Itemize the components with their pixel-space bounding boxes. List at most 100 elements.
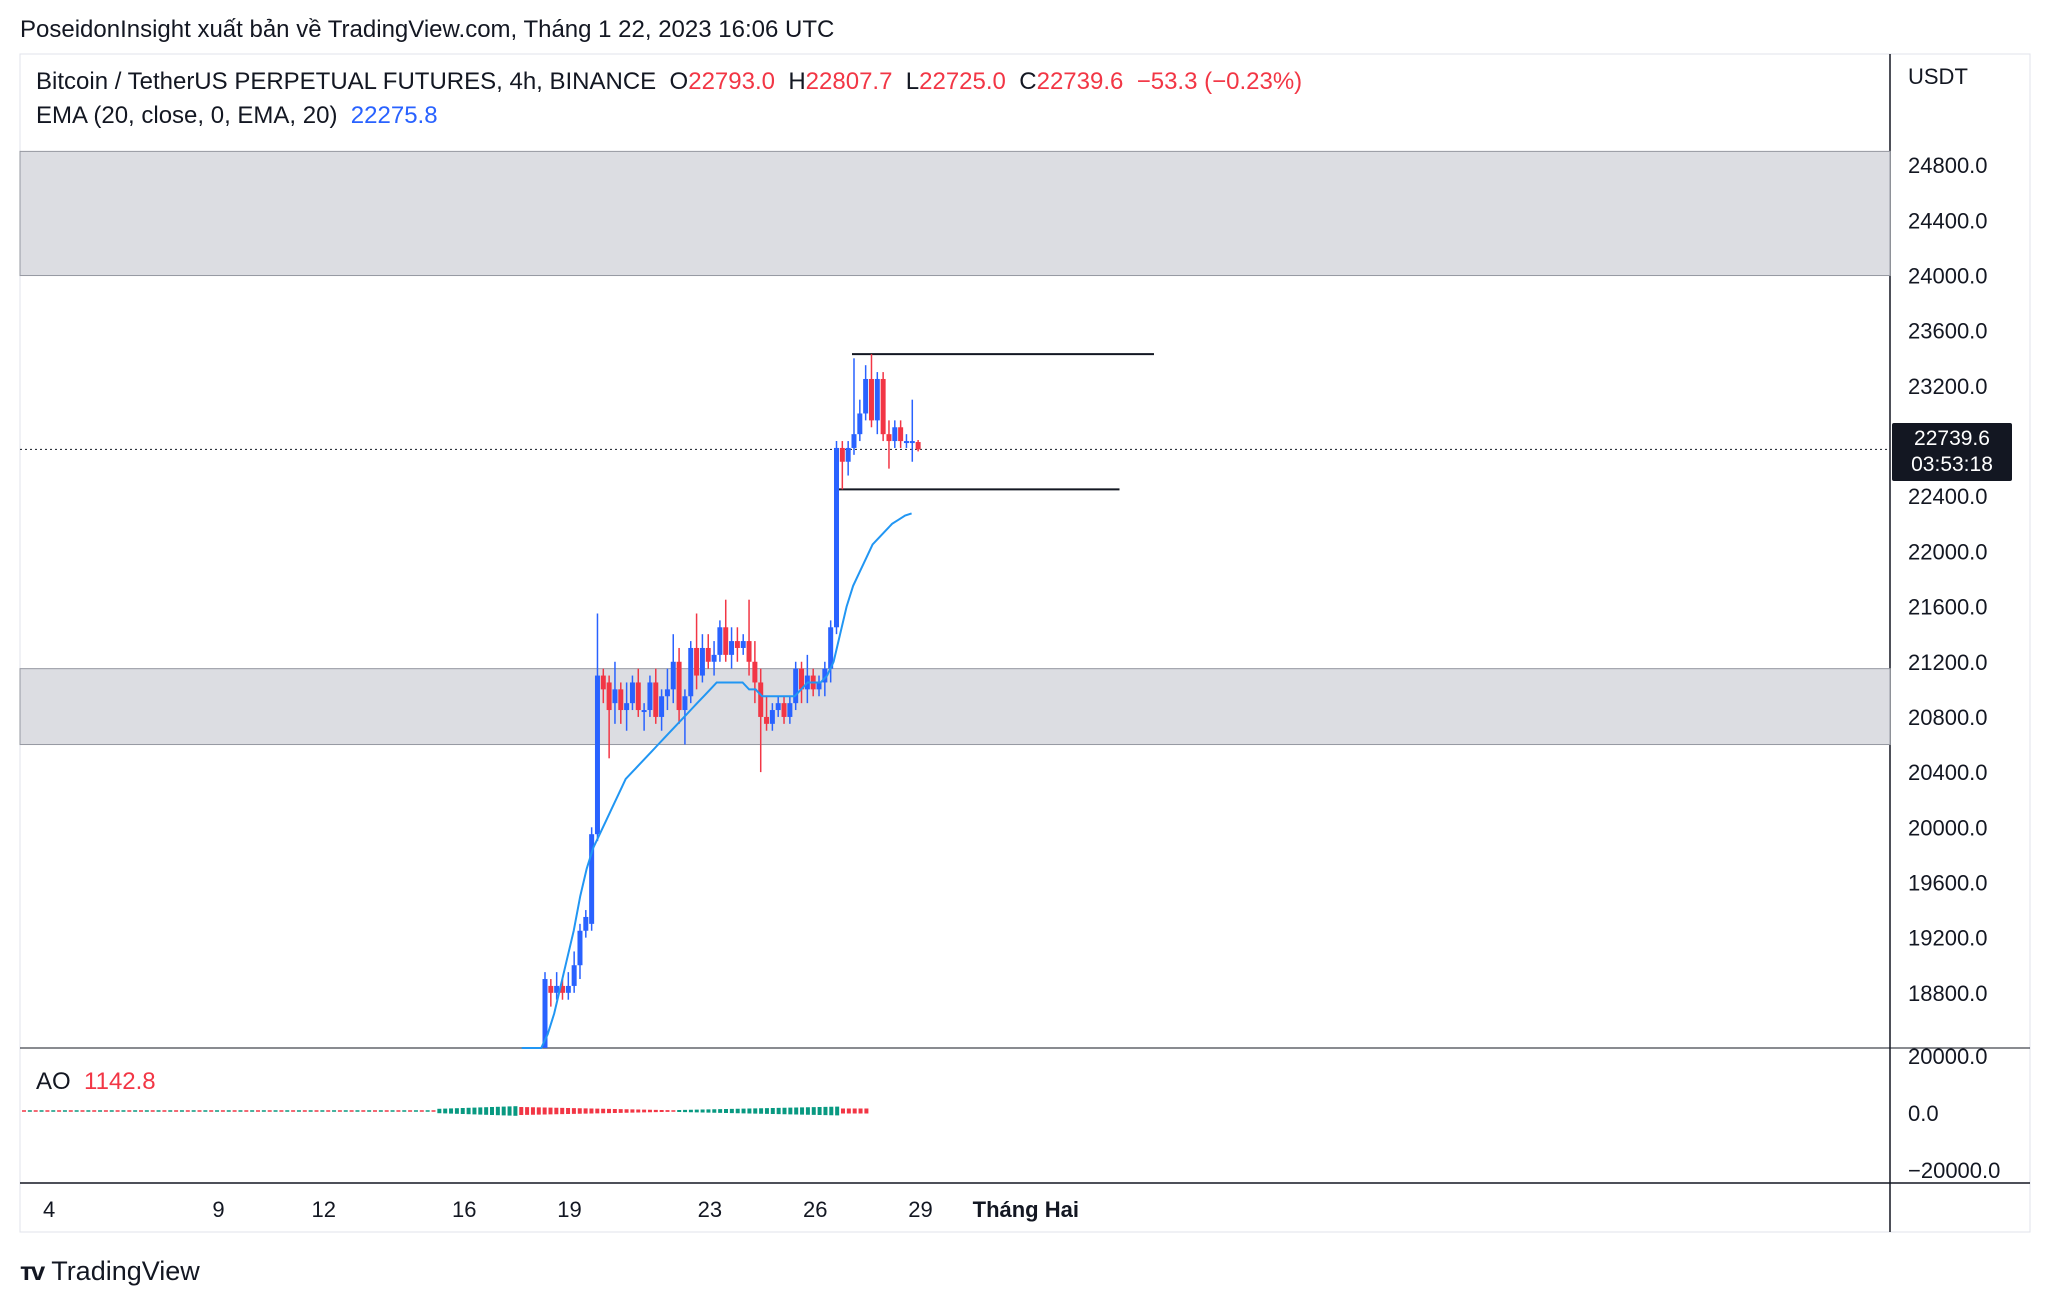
ao-bar <box>261 1110 266 1112</box>
horizontal-levels <box>20 353 1890 491</box>
ao-bar <box>431 1110 436 1112</box>
ao-bar <box>250 1110 255 1112</box>
ao-bar <box>185 1110 190 1112</box>
ao-bar <box>478 1107 483 1115</box>
ao-bar <box>68 1110 73 1112</box>
candle-body <box>565 985 571 993</box>
candle-body <box>734 641 740 648</box>
ema-label: EMA (20, close, 0, EMA, 20) <box>36 102 338 129</box>
candle-body <box>898 427 904 442</box>
ao-bar <box>191 1110 196 1112</box>
ao-bar <box>139 1110 143 1112</box>
ao-bar <box>642 1109 647 1113</box>
candle-body <box>594 675 600 835</box>
ao-bar <box>782 1107 787 1115</box>
candle-body <box>583 916 589 931</box>
ao-bar <box>724 1109 728 1113</box>
ao-bar <box>712 1109 717 1113</box>
time-tick-label: 23 <box>698 1197 722 1222</box>
candle-body <box>845 447 851 462</box>
ao-bar <box>864 1108 869 1114</box>
ao-bar <box>57 1110 62 1112</box>
symbol-name[interactable]: Bitcoin / TetherUS PERPETUAL FUTURES, 4h… <box>36 68 657 95</box>
price-tick-label: 22000.0 <box>1908 539 1988 564</box>
ao-bar <box>805 1107 810 1115</box>
ao-bar <box>361 1110 366 1112</box>
ao-bar <box>601 1108 606 1114</box>
ao-bar <box>677 1110 682 1112</box>
ema-legend[interactable]: EMA (20, close, 0, EMA, 20) 22275.8 <box>36 102 438 130</box>
ao-bar <box>811 1107 816 1115</box>
low-label: L <box>905 68 920 95</box>
ao-bar <box>408 1110 413 1112</box>
price-axis: 24800.0 24400.0 24000.0 23600.0 23200.0 22400… <box>1908 153 2000 1183</box>
price-tick-label: 20000.0 <box>1908 815 1988 840</box>
ao-bar <box>232 1110 237 1112</box>
ao-bar <box>209 1110 214 1112</box>
candle-body <box>612 689 618 704</box>
ao-bar <box>794 1107 799 1115</box>
symbol-legend: Bitcoin / TetherUS PERPETUAL FUTURES, 4h… <box>36 68 1302 96</box>
candle-body <box>618 689 624 711</box>
ao-bar <box>396 1110 401 1112</box>
price-tick-label: 19200.0 <box>1908 926 1988 951</box>
ao-bar <box>454 1108 459 1114</box>
price-tick-label: 23200.0 <box>1908 374 1988 399</box>
ao-bar <box>226 1110 231 1112</box>
ao-bar <box>653 1109 658 1113</box>
ao-bar <box>45 1110 50 1112</box>
ao-bar <box>770 1108 775 1114</box>
candle-body <box>903 441 909 444</box>
ao-tick-label: 20000.0 <box>1908 1044 1988 1069</box>
ao-bar <box>484 1107 489 1115</box>
candle-body <box>670 661 676 690</box>
ao-tick-label: 0.0 <box>1908 1101 1939 1126</box>
ao-bar <box>665 1110 670 1112</box>
candle-body <box>571 965 577 986</box>
candle-body <box>542 979 548 1048</box>
currency-label[interactable]: USDT <box>1908 64 1968 89</box>
candle-body <box>589 834 595 924</box>
ao-bar <box>694 1109 699 1113</box>
candle-body <box>653 682 659 717</box>
ao-bar <box>829 1106 834 1116</box>
high-label: H <box>788 68 806 95</box>
ao-bar <box>846 1108 851 1114</box>
candle-body <box>606 682 612 711</box>
candle-body <box>863 378 869 414</box>
candle-body <box>559 985 565 993</box>
time-tick-label: 26 <box>803 1197 827 1222</box>
ao-bar <box>764 1108 769 1114</box>
time-tick-label: 16 <box>452 1197 476 1222</box>
candle-body <box>828 627 834 669</box>
ao-bar <box>121 1110 126 1112</box>
ao-bar <box>753 1108 758 1114</box>
ao-bar <box>776 1107 781 1115</box>
candle-body <box>729 641 735 655</box>
ao-bar <box>688 1109 693 1113</box>
open-value: 22793.0 <box>688 68 775 95</box>
ao-bar <box>133 1110 138 1112</box>
ao-bar <box>490 1107 494 1115</box>
candle-body <box>554 985 560 993</box>
candle-body <box>781 703 787 717</box>
ao-bar <box>267 1110 272 1112</box>
tradingview-brand[interactable]: ᴛᴠ TradingView <box>20 1256 200 1287</box>
ao-bar <box>332 1110 337 1112</box>
ao-bar <box>373 1110 377 1112</box>
ao-bar <box>273 1110 278 1112</box>
candle-body <box>723 627 729 655</box>
ao-bar <box>607 1108 611 1114</box>
candle-body <box>682 696 688 711</box>
ao-histogram <box>22 1106 869 1116</box>
ao-bar <box>150 1110 155 1112</box>
ao-bar <box>402 1110 407 1112</box>
ao-bar <box>103 1110 108 1112</box>
ao-bar <box>425 1110 430 1112</box>
candle-body <box>892 427 898 442</box>
candle-body <box>717 627 723 655</box>
ao-bar <box>156 1110 161 1112</box>
ao-legend[interactable]: AO 1142.8 <box>36 1068 156 1096</box>
time-tick-label: 12 <box>312 1197 336 1222</box>
